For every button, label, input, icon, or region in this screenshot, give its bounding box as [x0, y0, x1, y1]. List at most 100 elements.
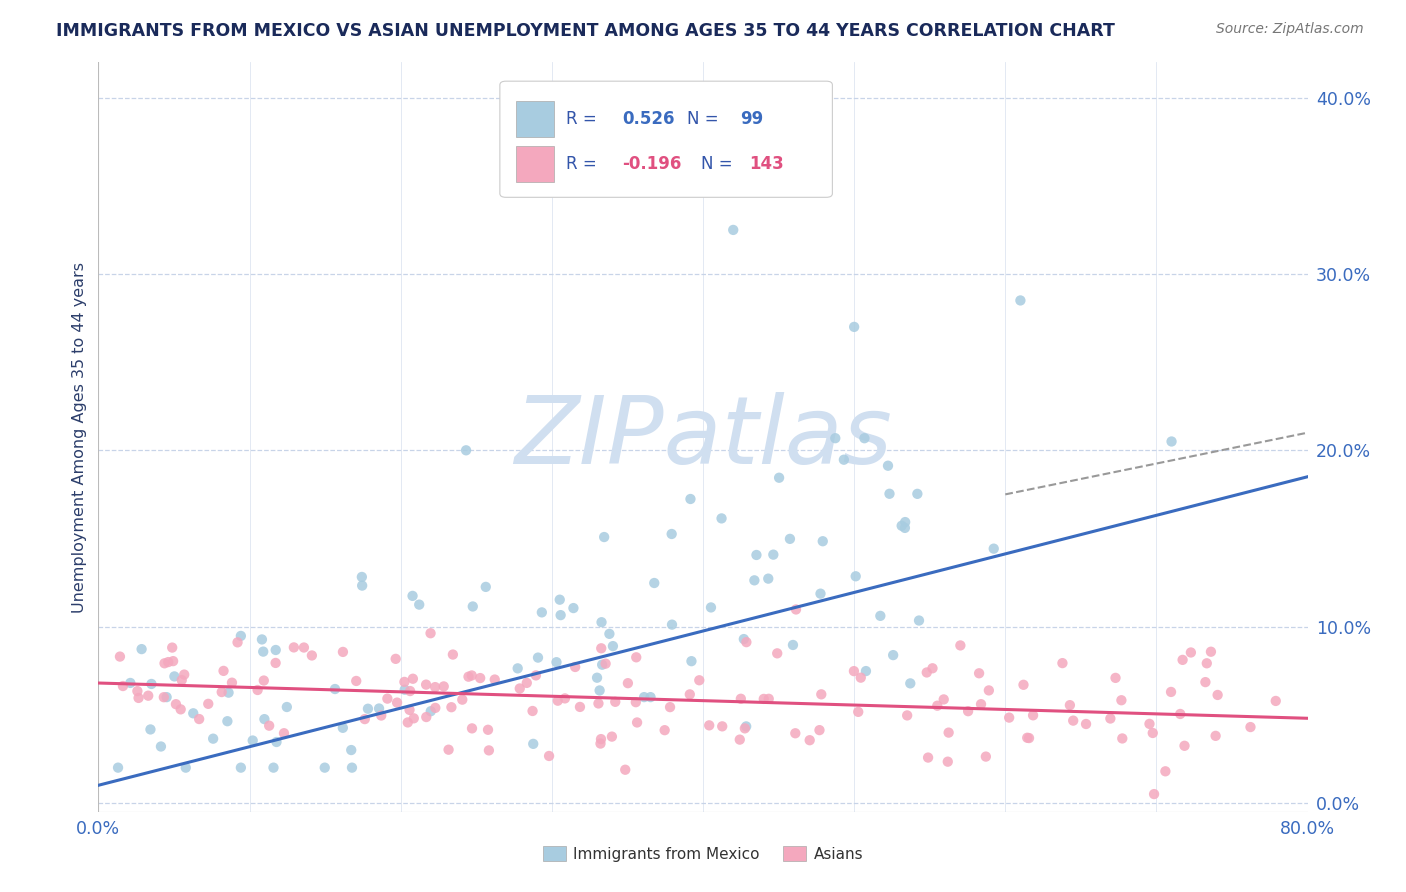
Point — [879, 487, 901, 501]
Point — [983, 541, 1005, 556]
Point — [1143, 787, 1166, 801]
Point — [197, 697, 219, 711]
Point — [546, 655, 568, 669]
Point — [588, 697, 610, 711]
Point — [927, 698, 949, 713]
Point — [591, 615, 613, 630]
Point — [730, 691, 752, 706]
Point — [735, 635, 758, 649]
Point — [562, 601, 585, 615]
Point — [340, 761, 363, 775]
Point — [128, 690, 150, 705]
Point — [163, 669, 186, 683]
Point — [799, 733, 821, 747]
Point — [915, 665, 938, 680]
Point — [845, 569, 868, 583]
Point — [461, 668, 484, 682]
Point — [1111, 693, 1133, 707]
Point — [1199, 645, 1222, 659]
Y-axis label: Unemployment Among Ages 35 to 44 years: Unemployment Among Ages 35 to 44 years — [72, 261, 87, 613]
Point — [679, 491, 702, 506]
Point — [853, 431, 876, 445]
Point — [1099, 712, 1122, 726]
Point — [527, 650, 550, 665]
Point — [377, 691, 399, 706]
Point — [538, 749, 561, 764]
Point — [350, 570, 373, 584]
Point — [170, 673, 193, 687]
Point — [846, 705, 869, 719]
Point — [768, 471, 790, 485]
Point — [120, 676, 142, 690]
Point — [1168, 706, 1191, 721]
Point — [832, 452, 855, 467]
Point — [332, 645, 354, 659]
Point — [977, 683, 1000, 698]
Point — [524, 668, 547, 682]
Point — [1012, 678, 1035, 692]
Point — [595, 657, 617, 671]
Point — [605, 695, 627, 709]
Point — [423, 680, 446, 694]
Point — [170, 702, 193, 716]
Point — [779, 532, 801, 546]
Point — [697, 718, 720, 732]
Point — [882, 648, 904, 662]
Point — [332, 721, 354, 735]
Point — [967, 666, 990, 681]
Point — [700, 600, 723, 615]
Point — [352, 578, 374, 592]
Point — [1139, 717, 1161, 731]
Point — [905, 487, 928, 501]
Point — [264, 643, 287, 657]
Point — [1195, 657, 1218, 671]
Text: 0.526: 0.526 — [621, 110, 675, 128]
Point — [640, 690, 662, 705]
Point — [723, 223, 745, 237]
Bar — [516, 102, 554, 137]
Point — [908, 614, 931, 628]
Point — [957, 704, 980, 718]
Point — [441, 648, 464, 662]
Point — [415, 678, 437, 692]
Point — [218, 686, 240, 700]
Point — [246, 683, 269, 698]
Point — [1239, 720, 1261, 734]
Point — [457, 670, 479, 684]
Point — [654, 723, 676, 738]
Point — [1154, 764, 1177, 779]
Point — [221, 675, 243, 690]
Point — [402, 672, 425, 686]
Point — [998, 710, 1021, 724]
Point — [1194, 675, 1216, 690]
Point — [1142, 726, 1164, 740]
Point — [598, 627, 620, 641]
Point — [153, 657, 176, 671]
Point — [921, 661, 943, 675]
Point — [1052, 656, 1074, 670]
Point — [588, 683, 610, 698]
Point — [419, 704, 441, 718]
Point — [1205, 729, 1227, 743]
Point — [735, 719, 758, 733]
Point — [842, 664, 865, 678]
Point — [522, 737, 544, 751]
Text: N =: N = — [688, 110, 724, 128]
Point — [188, 712, 211, 726]
Point — [139, 723, 162, 737]
Point — [263, 761, 285, 775]
Point — [661, 617, 683, 632]
Point — [440, 700, 463, 714]
Point — [734, 722, 756, 736]
Point — [394, 674, 416, 689]
Point — [253, 673, 276, 688]
Point — [782, 638, 804, 652]
Legend: Immigrants from Mexico, Asians: Immigrants from Mexico, Asians — [537, 839, 869, 868]
Point — [547, 694, 569, 708]
Point — [301, 648, 323, 663]
Point — [679, 687, 702, 701]
Point — [811, 534, 834, 549]
Point — [1022, 708, 1045, 723]
Point — [896, 708, 918, 723]
Point — [398, 703, 420, 717]
